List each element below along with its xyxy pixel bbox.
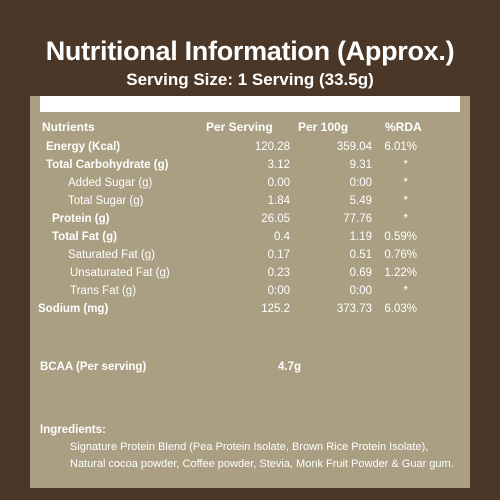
per-serving-value: 0:00 — [267, 285, 290, 297]
per-serving-value: 125.2 — [261, 303, 290, 315]
rda-value: 6.01% — [384, 141, 417, 153]
header-divider-bar — [40, 96, 460, 112]
per-serving-value: 0.4 — [274, 231, 290, 243]
per-serving-value: 3.12 — [267, 159, 290, 171]
nutrient-name: Total Fat (g) — [52, 231, 117, 243]
per-100g-value: 1.19 — [349, 231, 372, 243]
per-serving-value: 120.28 — [254, 141, 290, 153]
nutrition-panel: Nutrients Per Serving Per 100g %RDA Ener… — [30, 96, 470, 488]
per-100g-value: 359.04 — [336, 141, 372, 153]
per-100g-value: 0.51 — [349, 249, 372, 261]
rda-value: 1.22% — [384, 267, 417, 279]
nutrient-name: Unsaturated Fat (g) — [70, 267, 170, 279]
nutrient-name: Added Sugar (g) — [68, 177, 153, 189]
per-100g-value: 373.73 — [336, 303, 372, 315]
table-row: Trans Fat (g) 0:00 0:00 * — [30, 285, 470, 301]
bcaa-label: BCAA (Per serving) — [40, 361, 147, 373]
nutrient-name: Sodium (mg) — [38, 303, 109, 315]
table-row: Saturated Fat (g) 0.17 0.51 0.76% — [30, 249, 470, 265]
serving-size: Serving Size: 1 Serving (33.5g) — [126, 70, 374, 89]
rda-value: 0.59% — [384, 231, 417, 243]
col-nutrients: Nutrients — [42, 120, 95, 134]
table-row: Protein (g) 26.05 77.76 * — [30, 213, 470, 229]
rda-value: 0.76% — [384, 249, 417, 261]
per-serving-value: 0.17 — [267, 249, 290, 261]
ingredients-line-1: Signature Protein Blend (Pea Protein Iso… — [70, 441, 429, 453]
table-row: Energy (Kcal) 120.28 359.04 6.01% — [30, 141, 470, 157]
table-row: Added Sugar (g) 0.00 0:00 * — [30, 177, 470, 193]
nutrient-name: Protein (g) — [52, 213, 110, 225]
rda-value: * — [403, 159, 408, 171]
bcaa-value: 4.7g — [278, 361, 302, 373]
rda-value: * — [403, 213, 408, 225]
table-row: Sodium (mg) 125.2 373.73 6.03% — [30, 303, 470, 319]
rda-value: * — [403, 195, 408, 207]
table-row: Total Carbohydrate (g) 3.12 9.31 * — [30, 159, 470, 175]
table-header: Nutrients Per Serving Per 100g %RDA — [30, 120, 470, 136]
per-serving-value: 26.05 — [261, 213, 290, 225]
page-title: Nutritional Information (Approx.) — [45, 36, 455, 66]
per-100g-value: 0:00 — [349, 177, 372, 189]
nutrient-name: Saturated Fat (g) — [68, 249, 155, 261]
rda-value: * — [403, 177, 408, 189]
per-serving-value: 1.84 — [267, 195, 290, 207]
nutrient-name: Total Sugar (g) — [68, 195, 144, 207]
per-100g-value: 0.69 — [349, 267, 372, 279]
per-serving-value: 0.23 — [267, 267, 290, 279]
col-rda: %RDA — [385, 120, 422, 134]
table-row: Unsaturated Fat (g) 0.23 0.69 1.22% — [30, 267, 470, 283]
nutrient-name: Trans Fat (g) — [70, 285, 137, 297]
per-100g-value: 77.76 — [343, 213, 372, 225]
per-serving-value: 0.00 — [267, 177, 290, 189]
per-100g-value: 5.49 — [349, 195, 372, 207]
table-row: Total Fat (g) 0.4 1.19 0.59% — [30, 231, 470, 247]
col-per-serving: Per Serving — [206, 120, 273, 134]
rda-value: * — [403, 285, 408, 297]
nutrient-name: Total Carbohydrate (g) — [46, 159, 169, 171]
ingredients-line-2: Natural cocoa powder, Coffee powder, Ste… — [70, 458, 454, 470]
ingredients-title: Ingredients: — [40, 424, 106, 436]
per-100g-value: 0:00 — [349, 285, 372, 297]
nutrient-name: Energy (Kcal) — [46, 141, 121, 153]
per-100g-value: 9.31 — [349, 159, 372, 171]
table-row: Total Sugar (g) 1.84 5.49 * — [30, 195, 470, 211]
col-per-100g: Per 100g — [298, 120, 349, 134]
rda-value: 6.03% — [384, 303, 417, 315]
